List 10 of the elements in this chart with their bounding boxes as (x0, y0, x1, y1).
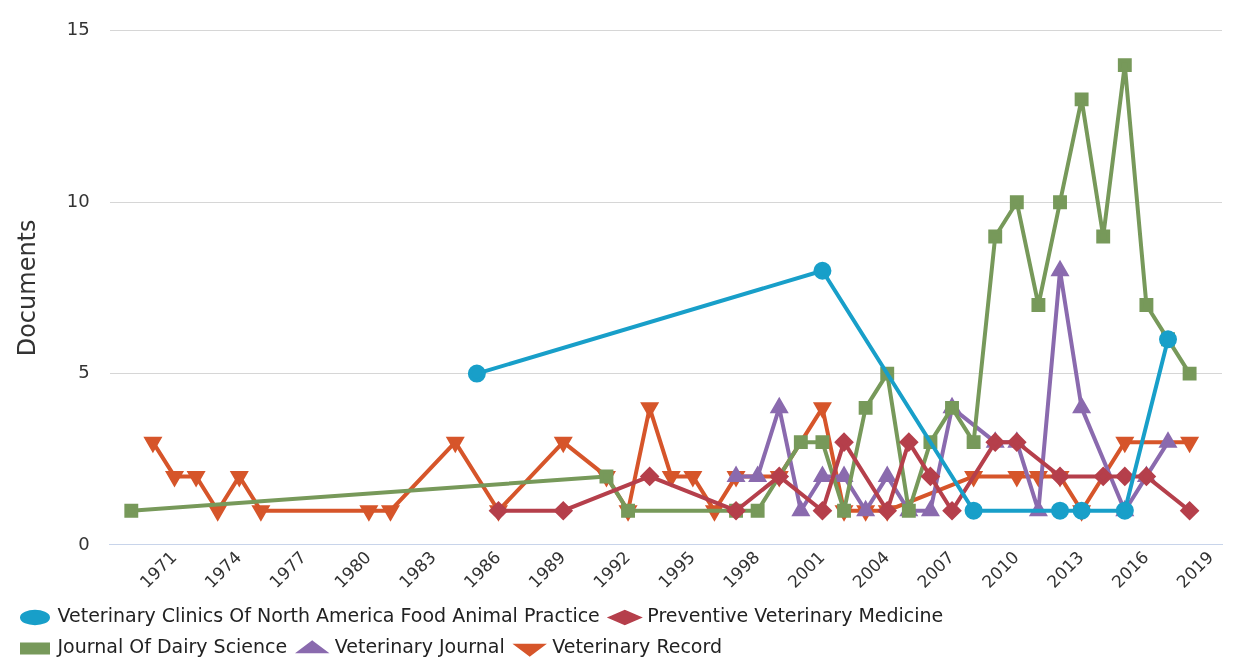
y-tick-label: 0 (78, 532, 90, 554)
legend-label: Journal Of Dairy Science (56, 635, 288, 658)
legend-label: Veterinary Clinics Of North America Food Animal Practice (57, 604, 600, 627)
legend-label: Veterinary Record (552, 635, 723, 658)
y-tick-label: 10 (66, 189, 90, 211)
legend-label: Preventive Veterinary Medicine (647, 604, 944, 627)
y-tick-label: 5 (78, 361, 90, 383)
legend-label: Veterinary Journal (334, 635, 505, 658)
y-tick-label: 15 (66, 18, 90, 40)
y-axis-title: Documents (12, 219, 41, 357)
